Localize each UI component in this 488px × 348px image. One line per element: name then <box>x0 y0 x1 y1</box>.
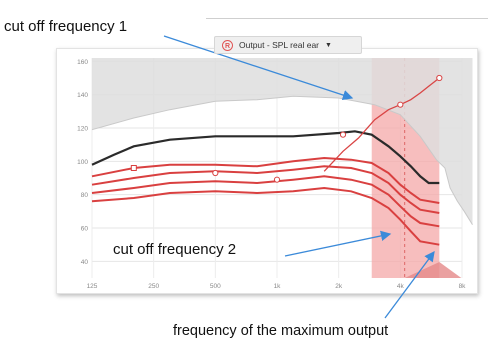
x-tick-label: 8k <box>459 283 467 290</box>
data-marker-circle <box>273 176 281 183</box>
output-select[interactable]: R Output - SPL real ear ▼ <box>214 36 362 54</box>
right-ear-icon: R <box>222 39 233 51</box>
tick-layer: 40 60 80 100 120 140 160 125 250 500 1k 2k 4k 8k <box>77 59 466 290</box>
mpo-curve <box>91 130 440 185</box>
annotation-cutoff-frequency-2: cut off frequency 2 <box>113 241 237 258</box>
x-tick-label: 500 <box>210 283 221 290</box>
upper-limit-area <box>92 58 473 225</box>
data-marker-circle <box>339 131 347 138</box>
gain-curve <box>91 165 440 214</box>
gain-curve <box>91 156 440 204</box>
arrow-cutoff-2 <box>284 230 392 257</box>
x-tick-label: 2k <box>335 283 343 290</box>
data-marker-circle <box>436 74 443 82</box>
target-curve <box>323 77 440 172</box>
y-tick-label: 40 <box>81 259 89 266</box>
marker-layer <box>130 74 443 183</box>
x-tick-label: 4k <box>397 283 405 290</box>
data-marker-circle <box>212 169 219 177</box>
series-layer <box>91 77 473 246</box>
output-select-label: Output - SPL real ear <box>239 40 320 50</box>
annotation-max-output-frequency: frequency of the maximum output <box>173 323 389 339</box>
annotation-cutoff-frequency-1: cut off frequency 1 <box>4 18 128 35</box>
data-marker-square <box>130 165 137 171</box>
arrow-max-output <box>384 250 435 319</box>
arrow-cutoff-1 <box>163 35 354 101</box>
divider-line <box>206 18 488 19</box>
data-marker-circle <box>397 101 404 108</box>
y-tick-label: 140 <box>77 92 88 99</box>
x-tick-label: 250 <box>148 283 159 290</box>
gain-curve <box>91 186 440 246</box>
x-tick-label: 125 <box>87 283 98 290</box>
chevron-down-icon: ▼ <box>325 41 332 49</box>
y-tick-label: 120 <box>77 126 88 133</box>
mpo-wedge <box>404 262 462 278</box>
annotation-arrows <box>163 35 435 319</box>
gain-curve <box>91 175 440 228</box>
y-tick-label: 80 <box>81 192 89 199</box>
y-tick-label: 60 <box>81 226 89 233</box>
y-tick-label: 100 <box>77 159 88 166</box>
x-tick-label: 1k <box>274 283 282 290</box>
area-layer <box>92 58 473 278</box>
y-tick-label: 160 <box>77 59 88 66</box>
